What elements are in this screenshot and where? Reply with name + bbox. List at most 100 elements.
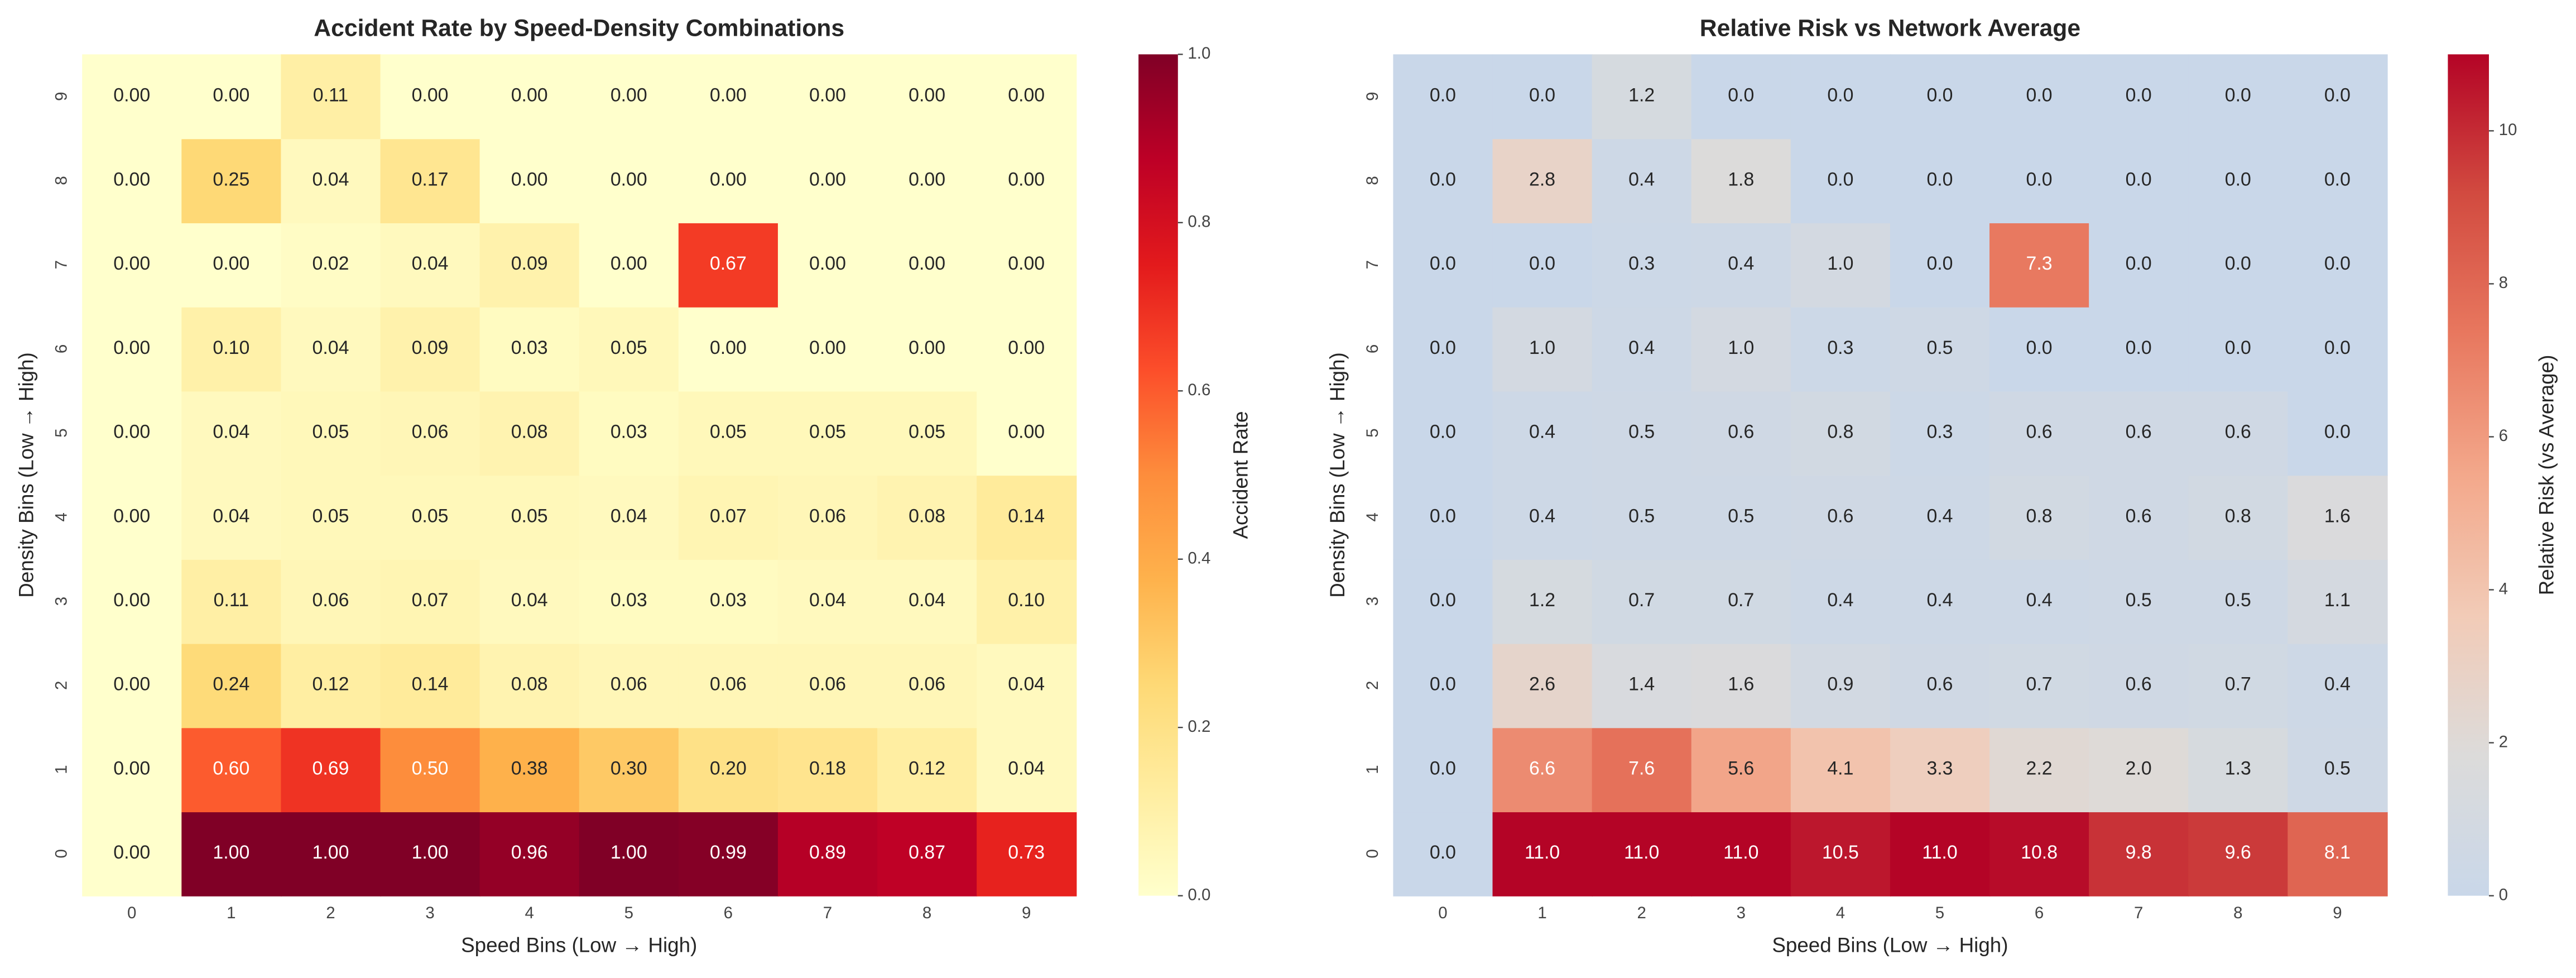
heatmap-cell [380, 643, 480, 728]
heatmap-cell [1691, 138, 1792, 223]
heatmap-cell [1989, 559, 2090, 644]
heatmap-cell [479, 474, 580, 560]
x-tick-label: 4 [525, 904, 534, 922]
cell-label: 0.0 [2026, 169, 2053, 190]
cell-label: 0.05 [611, 337, 647, 358]
cell-label: 0.3 [1827, 337, 1853, 358]
heatmap-cell [2089, 222, 2189, 308]
cell-label: 0.00 [710, 337, 747, 358]
cell-label: 0.0 [1926, 169, 1953, 190]
heatmap-cell [777, 222, 878, 308]
cell-label: 0.4 [1728, 253, 1754, 274]
heatmap-cell [977, 559, 1077, 644]
cell-label: 0.00 [909, 337, 945, 358]
heatmap-cell [281, 474, 381, 560]
heatmap-cell [82, 54, 182, 140]
cell-label: 0.8 [1827, 421, 1853, 443]
cell-label: 0.0 [1430, 337, 1456, 358]
heatmap-cell [380, 559, 480, 644]
heatmap-cell [281, 811, 381, 896]
heatmap-cell [479, 54, 580, 140]
cell-label: 0.10 [1008, 589, 1045, 611]
colorbar-tick-label: 0.8 [1188, 213, 1210, 231]
cell-label: 0.07 [710, 505, 747, 526]
cell-label: 0.06 [710, 674, 747, 695]
heatmap-cell [181, 222, 282, 308]
heatmap-cell [1592, 306, 1692, 392]
cell-label: 0.0 [1430, 169, 1456, 190]
heatmap-cell [1790, 391, 1891, 476]
heatmap-cell [1592, 391, 1692, 476]
cell-label: 0.3 [1628, 253, 1655, 274]
heatmap-cell [2287, 138, 2388, 223]
cell-label: 0.5 [2126, 589, 2152, 611]
cell-label: 1.3 [2225, 758, 2251, 779]
heatmap-cell [380, 474, 480, 560]
heatmap-cell [380, 222, 480, 308]
x-tick-label: 1 [1537, 904, 1546, 922]
heatmap-cell [1393, 727, 1493, 813]
cell-label: 0.03 [710, 589, 747, 611]
cell-label: 0.0 [1827, 85, 1853, 106]
heatmap-cell [1492, 138, 1593, 223]
x-tick-label: 5 [1935, 904, 1944, 922]
heatmap-cell [2287, 306, 2388, 392]
cell-label: 0.04 [809, 589, 846, 611]
cell-label: 0.5 [1728, 505, 1754, 526]
heatmap-cell [181, 138, 282, 223]
y-axis-label: Density Bins (Low → High) [15, 352, 38, 597]
cell-label: 11.0 [1723, 842, 1758, 863]
cell-label: 0.00 [511, 85, 548, 106]
colorbar-tick-label: 6 [2499, 426, 2508, 445]
heatmap-cell [380, 54, 480, 140]
cell-label: 0.00 [1008, 169, 1045, 190]
cell-label: 0.0 [1430, 674, 1456, 695]
heatmap-cell [2287, 643, 2388, 728]
cell-label: 0.7 [2225, 674, 2251, 695]
cell-label: 0.6 [2126, 674, 2152, 695]
colorbar-tick-label: 1.0 [1188, 44, 1210, 63]
heatmap-cell [82, 391, 182, 476]
heatmap-cell [1492, 643, 1593, 728]
heatmap-cell [1691, 222, 1792, 308]
cell-label: 1.00 [412, 842, 449, 863]
heatmap-cell [977, 138, 1077, 223]
cell-label: 0.09 [511, 253, 548, 274]
cell-label: 0.3 [1926, 421, 1953, 443]
cell-label: 0.4 [2026, 589, 2053, 611]
heatmap-cell [2089, 474, 2189, 560]
cell-label: 0.0 [1529, 85, 1555, 106]
cell-label: 0.6 [2026, 421, 2053, 443]
x-axis-label: Speed Bins (Low → High) [1772, 934, 2008, 957]
cell-label: 0.0 [1529, 253, 1555, 274]
cell-label: 0.08 [511, 421, 548, 443]
cell-label: 0.04 [1008, 674, 1045, 695]
cell-label: 0.08 [909, 505, 945, 526]
x-tick-label: 7 [2134, 904, 2143, 922]
cell-label: 0.00 [113, 674, 150, 695]
heatmap-cell [877, 811, 978, 896]
cell-label: 0.00 [113, 85, 150, 106]
cell-label: 0.17 [412, 169, 449, 190]
x-tick-label: 8 [922, 904, 931, 922]
heatmap-cell [1790, 138, 1891, 223]
cell-label: 0.00 [113, 337, 150, 358]
heatmap-cell [1492, 474, 1593, 560]
heatmap-cell [977, 474, 1077, 560]
cell-label: 2.2 [2026, 758, 2053, 779]
heatmap-cell [479, 222, 580, 308]
x-tick-label: 6 [2035, 904, 2044, 922]
heatmap-cell [1890, 559, 1991, 644]
cell-label: 0.5 [2324, 758, 2351, 779]
heatmap-cell [281, 727, 381, 813]
colorbar-tick-label: 0.0 [1188, 885, 1210, 904]
cell-label: 0.30 [611, 758, 647, 779]
heatmap-cell [2287, 559, 2388, 644]
x-tick-label: 5 [624, 904, 633, 922]
heatmap-cell [1592, 222, 1692, 308]
x-tick-label: 8 [2233, 904, 2242, 922]
cell-label: 1.00 [313, 842, 349, 863]
heatmap-cell [1890, 727, 1991, 813]
heatmap-cell [1989, 222, 2090, 308]
heatmap-cell [2089, 138, 2189, 223]
